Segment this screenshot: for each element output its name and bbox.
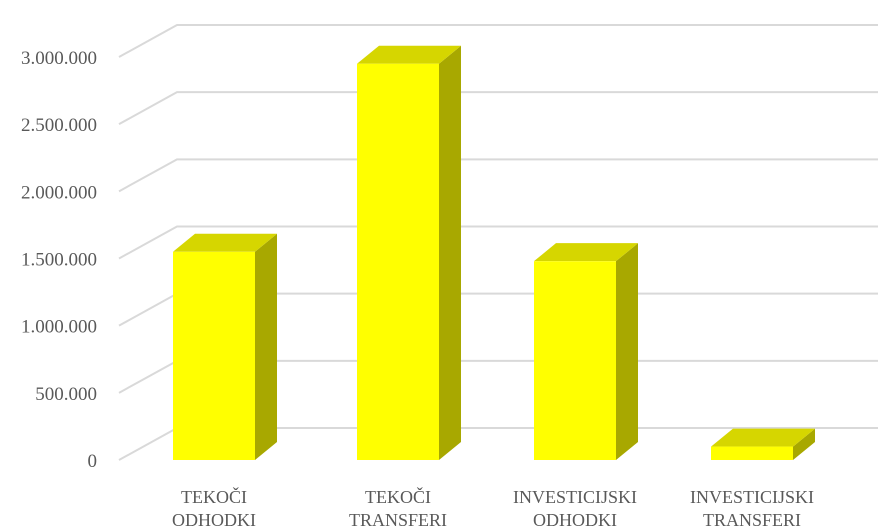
y-tick-label: 2.000.000 [21, 182, 97, 203]
x-category-label: TEKOČI ODHODKI [172, 486, 256, 530]
bars [173, 45, 815, 460]
gridline [118, 91, 878, 126]
y-tick-label: 1.500.000 [21, 250, 97, 271]
bar-side [439, 45, 461, 460]
bar-side [255, 233, 277, 460]
y-tick-label: 2.500.000 [21, 115, 97, 136]
gridline [118, 158, 878, 193]
bar-top [711, 428, 815, 447]
bar-front [711, 446, 793, 460]
bar [711, 428, 815, 460]
bar-top [534, 243, 638, 262]
bar-front [173, 251, 255, 460]
y-tick-label: 1.000.000 [21, 317, 97, 338]
x-category-label: INVESTICIJSKI ODHODKI [513, 487, 637, 530]
bar [173, 233, 277, 460]
bar-front [534, 261, 616, 460]
bar [534, 243, 638, 460]
y-tick-label: 500.000 [35, 384, 97, 405]
bar-side [616, 243, 638, 460]
y-tick-label: 0 [88, 451, 98, 472]
bar-top [173, 233, 277, 252]
bar-front [357, 63, 439, 460]
y-tick-label: 3.000.000 [21, 48, 97, 69]
bar-top [357, 45, 461, 64]
bar-side [793, 428, 815, 460]
x-category-label: INVESTICIJSKI TRANSFERI [690, 487, 814, 530]
bar [357, 45, 461, 460]
x-category-label: TEKOČI TRANSFERI [349, 486, 447, 530]
x-axis-categories: TEKOČI ODHODKI TEKOČI TRANSFERI INVESTICIJSK… [172, 486, 814, 530]
gridline [118, 24, 878, 58]
gridline [118, 225, 878, 260]
y-axis-ticks: 0 500.000 1.000.000 1.500.000 2.000.000 2.500… [21, 48, 97, 472]
